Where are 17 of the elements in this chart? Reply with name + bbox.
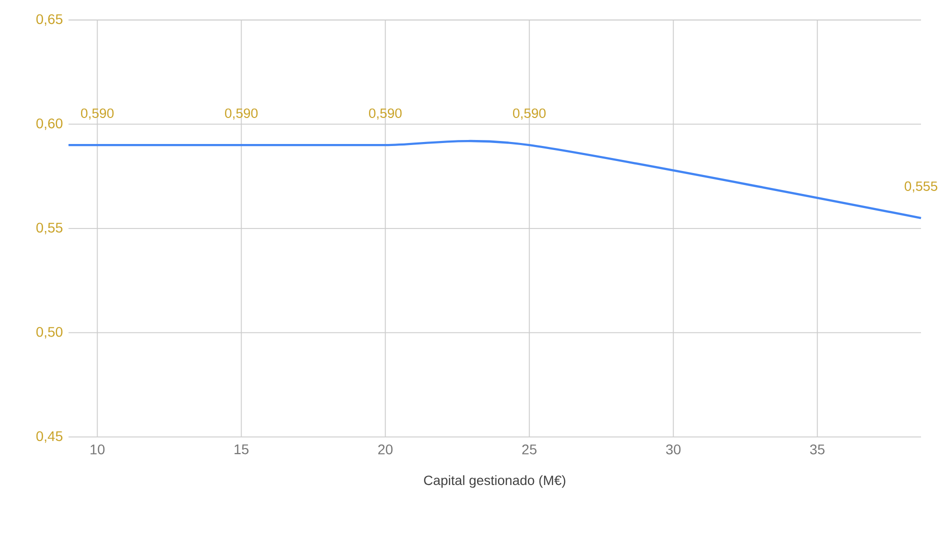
x-axis-title: Capital gestionado (M€) (424, 475, 566, 488)
y-tick-label: 0,45 (36, 431, 62, 443)
data-label: 0,590 (369, 108, 402, 120)
x-tick-label: 35 (810, 444, 824, 454)
data-label: 0,590 (225, 108, 258, 120)
x-tick-label: 25 (522, 444, 536, 454)
data-label: 0,590 (513, 108, 546, 120)
y-tick-label: 0,60 (36, 118, 62, 130)
x-tick-label: 30 (666, 444, 681, 454)
data-label: 0,590 (81, 108, 114, 120)
x-tick-label: 20 (378, 444, 393, 454)
x-tick-label: 10 (90, 444, 105, 454)
x-tick-label: 15 (234, 444, 248, 454)
y-tick-label: 0,55 (36, 222, 62, 234)
y-tick-label: 0,65 (36, 14, 62, 26)
data-label: 0,555 (904, 181, 938, 193)
y-tick-label: 0,50 (36, 326, 62, 338)
